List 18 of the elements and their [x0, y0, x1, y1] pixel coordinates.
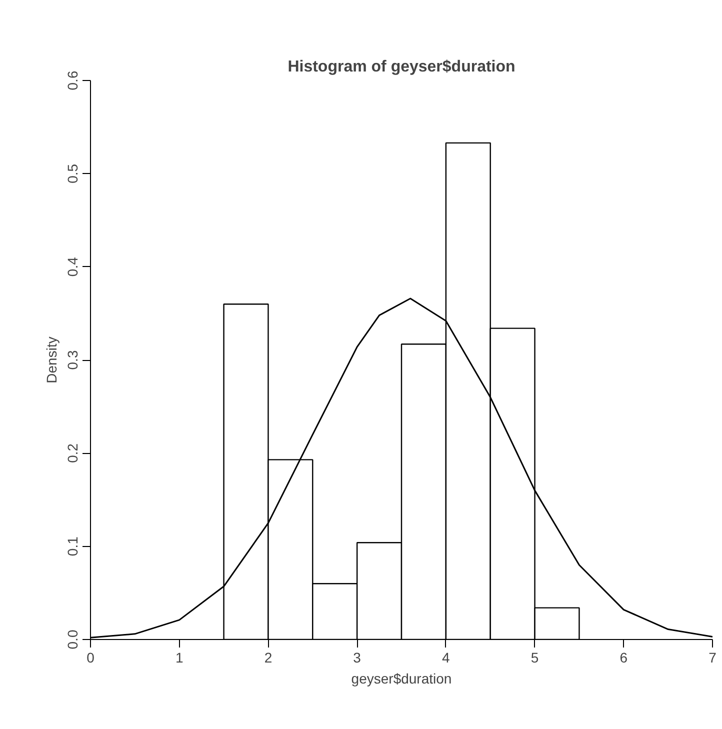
- y-tick-label: 0.0: [64, 630, 80, 650]
- y-axis-title: Density: [44, 336, 60, 384]
- y-tick-label: 0.4: [64, 256, 80, 277]
- x-tick-label: 6: [620, 650, 628, 666]
- y-tick-label: 0.1: [64, 536, 80, 556]
- x-tick-label: 1: [175, 650, 184, 666]
- x-tick-label: 7: [708, 650, 717, 666]
- x-tick-label: 4: [442, 650, 450, 666]
- y-tick-label: 0.6: [64, 70, 80, 90]
- x-tick-label: 2: [264, 650, 272, 666]
- y-tick-label: 0.2: [64, 443, 80, 463]
- x-axis-title: geyser$duration: [351, 670, 452, 686]
- x-tick-label: 0: [86, 650, 95, 666]
- x-tick-label: 3: [353, 650, 362, 666]
- chart-title: Histogram of geyser$duration: [288, 58, 516, 76]
- y-tick-label: 0.5: [64, 164, 80, 184]
- y-tick-label: 0.3: [64, 350, 80, 370]
- x-tick-label: 5: [530, 650, 539, 666]
